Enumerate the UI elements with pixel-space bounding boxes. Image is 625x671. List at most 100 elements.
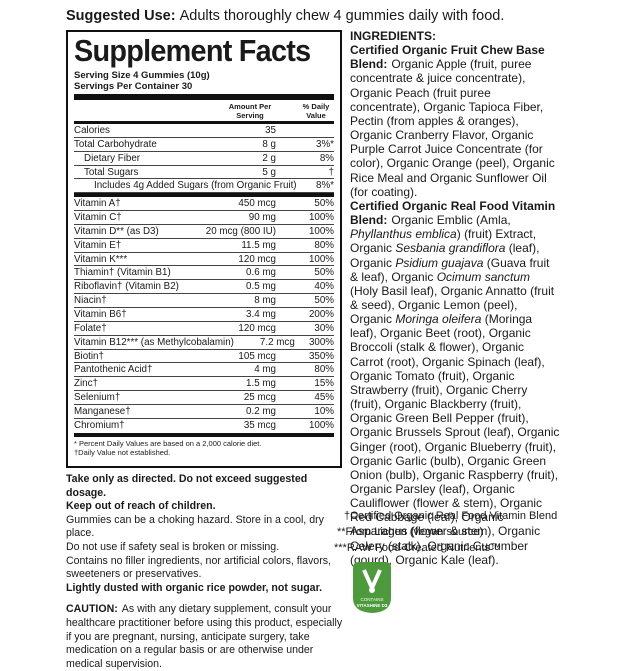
- ingredients: INGREDIENTS: Certified Organic Fruit Che…: [350, 29, 560, 567]
- amount: [297, 179, 316, 192]
- nutrient-name: Manganese†: [74, 405, 131, 417]
- separator: [74, 432, 334, 437]
- facts-row: Vitamin C† 90 mg 100%: [74, 211, 334, 225]
- amount: 3.4 mg: [246, 308, 276, 320]
- daily-value: 80%: [314, 364, 334, 376]
- facts-row: Total Carbohydrate 8 g 3%*: [74, 138, 334, 152]
- table-header: Amount Per Serving % Daily Value: [74, 100, 334, 124]
- suggested-use-text: Adults thoroughly chew 4 gummies daily w…: [179, 8, 505, 24]
- facts-row: Vitamin D** (as D3) 20 mcg (800 IU) 100%: [74, 225, 334, 239]
- nutrient-name: Riboflavin† (Vitamin B2): [74, 281, 179, 293]
- vitamins: Vitamin A† 450 mcg 50% Vitamin C† 90 mg 100% V…: [74, 197, 334, 432]
- nutrient-name: Pantothenic Acid†: [74, 364, 153, 376]
- nutrient-name: Vitamin A†: [74, 198, 121, 210]
- amount: 0.2 mg: [246, 405, 276, 417]
- daily-value: 40%: [314, 281, 334, 293]
- nutrient-name: Vitamin C†: [74, 212, 122, 224]
- amount: 35 mcg: [243, 419, 276, 431]
- footnote: * Percent Daily Values are based on a 2,…: [74, 438, 262, 448]
- daily-value: 10%: [314, 405, 334, 417]
- dusting: Lightly dusted with organic rice powder,…: [66, 581, 323, 594]
- daily-value: †: [328, 166, 334, 178]
- nutrient-name: Vitamin B12*** (as Methylcobalamin): [74, 336, 234, 348]
- daily-value: 3%*: [316, 138, 334, 150]
- amount: 7.2 mcg: [259, 336, 295, 348]
- daily-value: 45%: [314, 392, 334, 404]
- header-amount: Amount Per Serving: [228, 102, 272, 120]
- nutrient-name: Total Carbohydrate: [74, 138, 157, 150]
- fillers: Contains no filler ingredients, nor arti…: [66, 554, 331, 581]
- amount: 450 mcg: [238, 198, 276, 210]
- daily-value: 8%: [319, 152, 334, 164]
- nutrient-name: Total Sugars: [84, 166, 139, 178]
- facts-row: Calories 35: [74, 124, 334, 138]
- daily-value: 300%: [308, 336, 334, 348]
- serving-size: Serving Size 4 Gummies (10g): [74, 70, 210, 81]
- nutrient-name: Vitamin K***: [74, 253, 128, 265]
- facts-row: Vitamin K*** 120 mcg 100%: [74, 253, 334, 267]
- note: †Certified Organic Real Food Vitamin Ble…: [344, 510, 558, 522]
- amount: 0.5 mg: [246, 281, 276, 293]
- facts-row: Biotin† 105 mcg 350%: [74, 350, 334, 364]
- ingredient-notes: †Certified Organic Real Food Vitamin Ble…: [334, 508, 557, 556]
- blend-text: Organic Emblic (Amla,: [391, 213, 515, 228]
- choking: Gummies can be a choking hazard. Store i…: [66, 513, 324, 540]
- nutrient-name: Selenium†: [74, 392, 121, 404]
- nutrient-name: Includes 4g Added Sugars (from Organic F…: [94, 180, 297, 192]
- nutrient-name: Biotin†: [74, 350, 104, 362]
- nutrient-name: Vitamin B6†: [74, 308, 127, 320]
- facts-row: Manganese† 0.2 mg 10%: [74, 405, 334, 419]
- amount: 20 mcg (800 IU): [205, 225, 276, 237]
- children: Keep out of reach of children.: [66, 500, 216, 513]
- facts-footnotes: * Percent Daily Values are based on a 2,…: [74, 437, 334, 458]
- amount: 25 mcg: [243, 392, 276, 404]
- nutrient-name: Folate†: [74, 322, 107, 334]
- facts-row: Total Sugars 5 g †: [74, 166, 334, 180]
- directions: Take only as directed. Do not exceed sug…: [66, 473, 346, 671]
- blend-text: ) (fruit) Extract, Organic: [350, 227, 540, 256]
- facts-row: Folate† 120 mcg 30%: [74, 322, 334, 336]
- facts-row: Thiamin† (Vitamin B1) 0.6 mg 50%: [74, 266, 334, 281]
- supplement-facts: Supplement Facts Serving Size 4 Gummies …: [66, 30, 342, 468]
- note: ***RAW Food-Created Nutrients™: [334, 542, 502, 554]
- note: **From Lichen (vegan source): [337, 526, 484, 538]
- caution: CAUTION: As with any dietary supplement, …: [66, 603, 346, 671]
- blend-text: Phyllanthus emblica: [350, 227, 457, 242]
- blend-text: (leaf), Organic: [350, 241, 543, 270]
- blend-text: (Holy Basil leaf), Organic Annatto (frui…: [350, 269, 558, 327]
- blend-heading: Certified Organic Fruit Chew Base Blend:: [350, 43, 545, 72]
- facts-row: Dietary Fiber 2 g 8%: [74, 152, 334, 166]
- separator: [74, 193, 334, 198]
- amount: 8 mg: [254, 295, 276, 307]
- daily-value: 50%: [314, 198, 334, 210]
- daily-value: 30%: [314, 322, 334, 334]
- page: Suggested Use: Adults thoroughly chew 4 g…: [66, 8, 560, 670]
- amount: 5 g: [262, 166, 276, 178]
- daily-value: 100%: [308, 419, 334, 431]
- blend-text: (Guava fruit & leaf), Organic: [350, 255, 553, 284]
- daily-value: [276, 124, 334, 137]
- badge-top: CONTAINS: [361, 597, 384, 602]
- nutrient-name: Dietary Fiber: [84, 152, 141, 164]
- amount: 90 mg: [248, 212, 276, 224]
- facts-row: Zinc† 1.5 mg 15%: [74, 377, 334, 392]
- blend: Certified Organic Real Food Vitamin Blen…: [350, 199, 560, 567]
- nutrient-name: Thiamin† (Vitamin B1): [74, 267, 171, 279]
- servings: Servings Per Container 30: [74, 81, 193, 92]
- facts-row: Niacin† 8 mg 50%: [74, 294, 334, 308]
- facts-row: Includes 4g Added Sugars (from Organic F…: [74, 179, 334, 194]
- suggested-use: Suggested Use: Adults thoroughly chew 4 g…: [66, 8, 504, 24]
- amount: 11.5 mg: [241, 239, 276, 251]
- macros: Calories 35 Total Carbohydrate 8 g 3%* Dietar…: [74, 124, 334, 194]
- nutrient-name: Vitamin D** (as D3): [74, 225, 159, 237]
- footnote: †Daily Value not established.: [74, 448, 171, 458]
- facts-row: Vitamin A† 450 mcg 50%: [74, 197, 334, 212]
- amount: 2 g: [262, 152, 276, 164]
- amount: 1.5 mg: [246, 378, 276, 390]
- badge-bottom: VITASHINE D3: [357, 603, 388, 608]
- facts-row: Riboflavin† (Vitamin B2) 0.5 mg 40%: [74, 280, 334, 295]
- nutrient-name: Zinc†: [74, 378, 98, 390]
- daily-value: 100%: [308, 212, 334, 224]
- facts-row: Chromium† 35 mcg 100%: [74, 419, 334, 433]
- blend-text: Organic Apple (fruit, puree concentrate …: [350, 57, 555, 199]
